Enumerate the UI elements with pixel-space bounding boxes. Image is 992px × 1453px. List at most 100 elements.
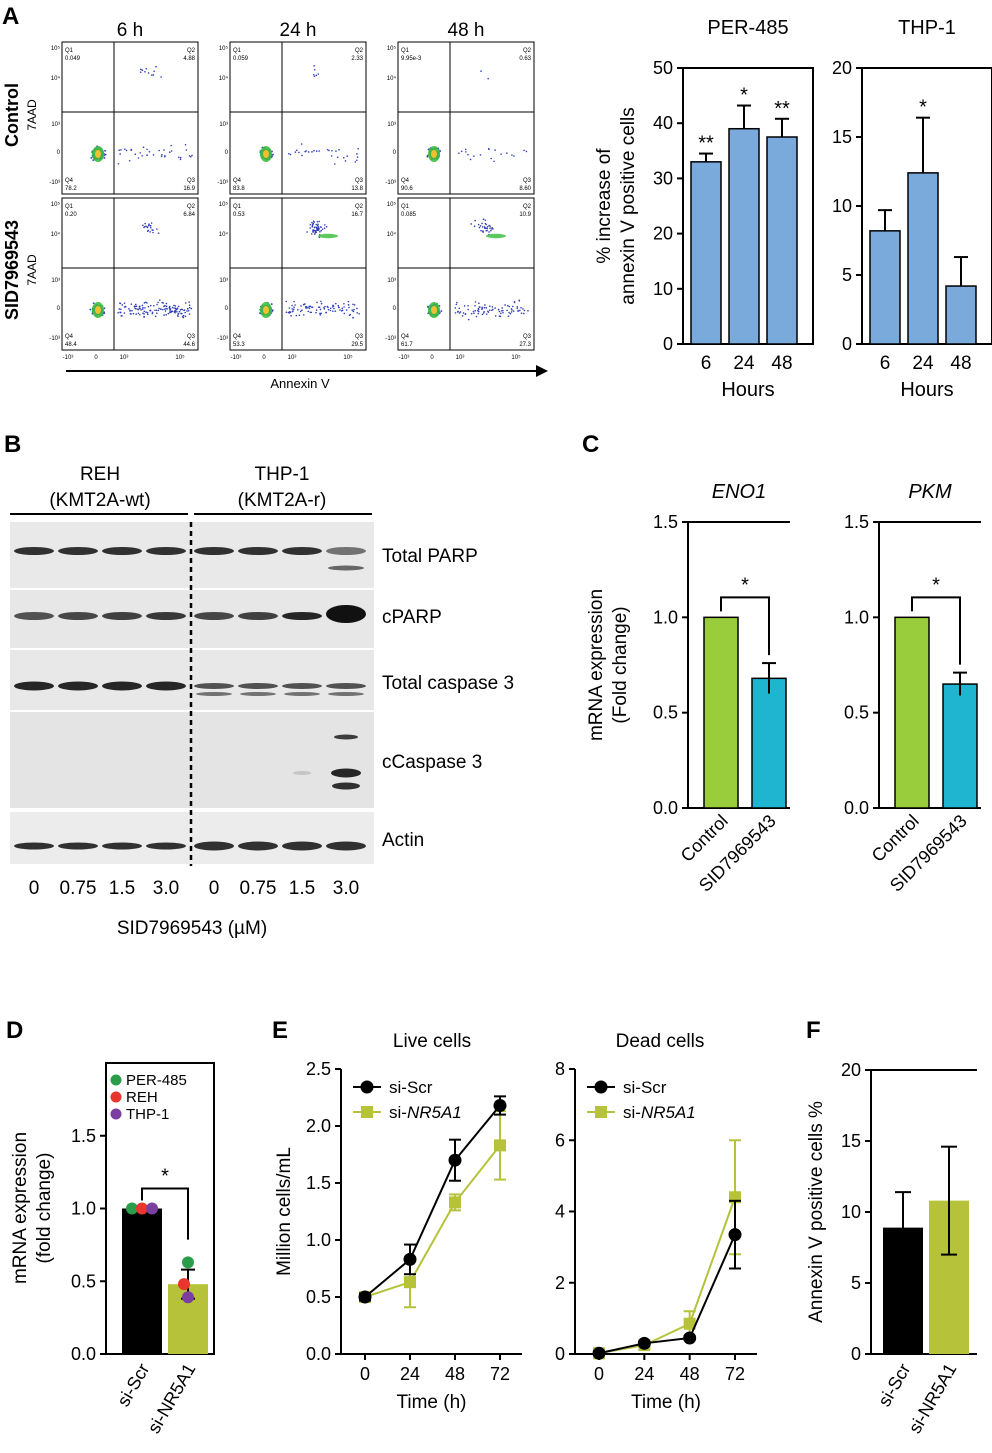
quadrant-value: 9.95e-3 xyxy=(401,56,422,62)
event-dot xyxy=(345,309,348,311)
event-dot xyxy=(327,306,329,309)
event-dot xyxy=(147,224,150,227)
flow-x-tick: 10⁵ xyxy=(343,354,353,361)
event-dot xyxy=(485,227,487,229)
quadrant-name: Q3 xyxy=(187,334,196,340)
significance-bracket xyxy=(141,1187,189,1240)
y-axis-label: (Fold change) xyxy=(610,606,631,723)
event-dot xyxy=(522,308,524,310)
quadrant-value: 0.63 xyxy=(519,56,531,62)
flow-plot-frame xyxy=(229,197,367,351)
event-dot xyxy=(142,224,144,227)
event-dot xyxy=(289,153,292,156)
significance-mark: * xyxy=(919,97,927,119)
event-dot xyxy=(156,228,158,230)
y-tick-label: 0.0 xyxy=(653,798,678,818)
series-line xyxy=(364,1104,501,1298)
event-dot xyxy=(310,311,313,314)
event-dot xyxy=(492,228,494,230)
event-dot xyxy=(483,227,486,229)
event-dot xyxy=(166,308,169,310)
event-dot xyxy=(176,307,179,309)
chart-title: THP-1 xyxy=(898,17,956,39)
event-dot xyxy=(333,307,335,310)
event-dot xyxy=(133,305,136,308)
event-dot xyxy=(152,153,155,156)
y-tick-label: 30 xyxy=(653,168,673,188)
event-dot xyxy=(343,312,346,315)
event-dot xyxy=(103,156,106,159)
event-dot xyxy=(459,311,462,313)
concentration-label: 3.0 xyxy=(333,878,359,899)
chart-title: Dead cells xyxy=(616,1031,705,1052)
quadrant-value: 83.8 xyxy=(233,186,245,192)
event-dot xyxy=(150,222,153,224)
event-dot xyxy=(508,311,510,314)
y-tick-label: 1.5 xyxy=(653,512,678,532)
y-tick-label: 0.0 xyxy=(844,798,869,818)
event-dot xyxy=(317,223,319,226)
event-dot xyxy=(191,154,193,157)
blot-band xyxy=(146,547,186,555)
concentration-label: 1.5 xyxy=(109,878,135,899)
event-dot xyxy=(143,226,146,228)
concentration-label: 0 xyxy=(29,878,40,899)
data-point xyxy=(683,1331,697,1345)
bar xyxy=(751,677,787,809)
flow-plot-frame xyxy=(397,41,535,195)
event-dot xyxy=(488,309,491,312)
event-dot xyxy=(311,151,313,153)
event-dot xyxy=(158,299,161,301)
event-dot xyxy=(129,309,131,312)
quadrant-name: Q3 xyxy=(523,334,532,340)
event-dot xyxy=(188,304,191,306)
significance-mark: * xyxy=(740,85,748,107)
event-dot xyxy=(458,312,461,314)
event-dot xyxy=(157,301,159,304)
event-dot xyxy=(506,152,508,154)
row-axis-label: 7AAD xyxy=(25,254,39,286)
event-dot xyxy=(481,306,483,309)
event-dot xyxy=(143,316,145,318)
event-dot xyxy=(312,229,314,232)
event-dot xyxy=(512,305,514,308)
time-header: 24 h xyxy=(280,20,317,41)
data-point xyxy=(358,1290,372,1304)
flow-plot: Q1 9.95e-3 Q2 0.63 Q4 90.6 Q3 8.60 10⁵ 10⁴ 10³ 0 -10… xyxy=(385,41,535,205)
x-tick-label: 48 xyxy=(771,353,792,374)
event-dot xyxy=(485,223,488,226)
event-dot xyxy=(146,302,148,304)
event-dot xyxy=(177,312,180,315)
bar-chart-a-thp1: THP-1 0 5 10 15 20 6 * 24 48 Hours xyxy=(832,17,992,401)
event-dot xyxy=(318,150,320,152)
y-tick-label: 0.5 xyxy=(306,1287,331,1307)
x-tick-label: 48 xyxy=(445,1364,465,1384)
event-dot xyxy=(313,226,316,229)
event-dot xyxy=(510,311,513,313)
event-dot xyxy=(344,160,347,162)
blot-band xyxy=(14,547,54,555)
blot-label-total-caspase3: Total caspase 3 xyxy=(382,673,514,694)
y-tick-label: 50 xyxy=(653,58,673,78)
event-dot xyxy=(313,149,315,152)
quadrant-value: 0.049 xyxy=(65,56,81,62)
flow-x-tick: 10³ xyxy=(456,355,465,361)
blot-band xyxy=(332,782,360,790)
event-dot xyxy=(134,307,136,310)
event-dot xyxy=(312,223,314,226)
legend-label: si-Scr xyxy=(389,1078,433,1097)
event-dot xyxy=(162,302,165,304)
blot-band xyxy=(282,612,322,620)
event-dot xyxy=(173,307,175,309)
flow-y-tick: -10³ xyxy=(217,180,228,186)
event-dot xyxy=(312,73,315,76)
event-dot xyxy=(327,308,330,311)
event-dot xyxy=(187,309,190,312)
event-dot xyxy=(491,226,493,229)
event-dot xyxy=(117,162,120,165)
event-dot xyxy=(147,305,150,308)
event-dot xyxy=(142,306,144,309)
y-axis-label: (fold change) xyxy=(34,1153,55,1264)
